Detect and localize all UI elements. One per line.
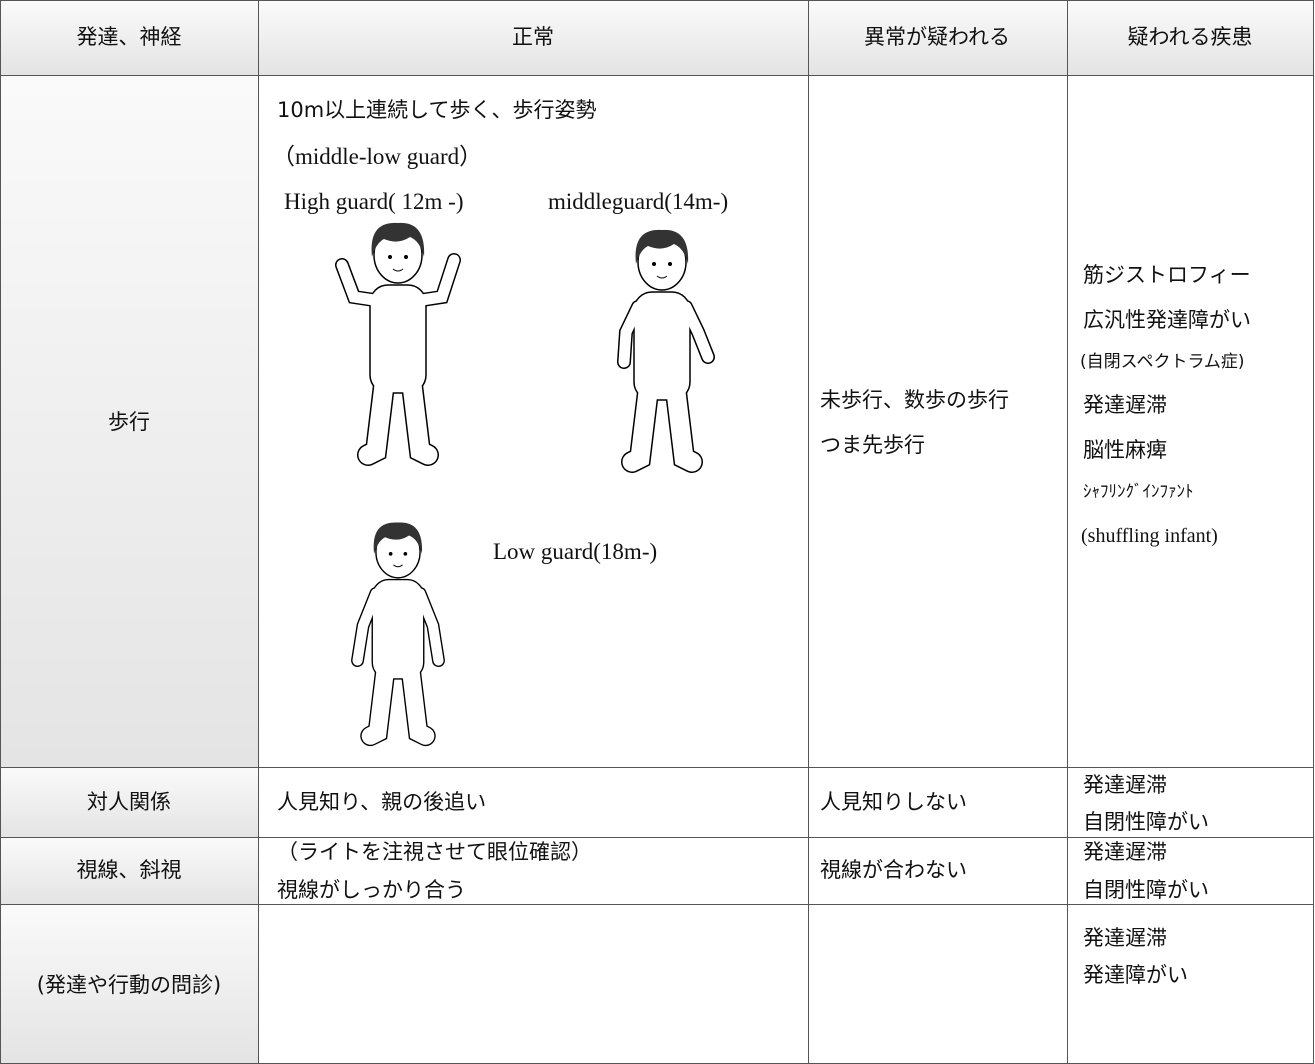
normal-text: 視線がしっかり合う (277, 878, 466, 902)
normal-text: （middle-low guard） (272, 144, 483, 169)
disease-text: 広汎性発達障がい (1083, 308, 1251, 332)
figure-label: High guard( 12m -) (284, 189, 464, 214)
figure-low-guard (358, 521, 439, 736)
disease-text: ｼｬﾌﾘﾝｸﾞｲﾝﾌｧﾝﾄ (1083, 482, 1194, 502)
item-cell (0, 904, 259, 1064)
normal-text: （ライトを注視させて眼位確認） (277, 840, 592, 864)
disease-text: 脳性麻痺 (1083, 438, 1167, 462)
header-cell (258, 0, 809, 76)
disease-text: 発達遅滞 (1083, 773, 1167, 797)
abnormal-text: つま先歩行 (820, 433, 925, 457)
figure-high-guard (342, 222, 454, 455)
item-text: 対人関係 (87, 790, 171, 814)
normal-text: 10m以上連続して歩く、歩行姿勢 (277, 98, 597, 122)
item-cell (0, 75, 259, 768)
disease-text: 自閉性障がい (1083, 878, 1209, 902)
figure-label: Low guard(18m-) (493, 539, 658, 564)
abnormal-text: 視線が合わない (820, 858, 967, 882)
abnormal-text: 人見知りしない (820, 790, 967, 814)
disease-text: 発達遅滞 (1083, 840, 1167, 864)
header-cell (0, 0, 259, 76)
disease-text: 発達遅滞 (1083, 926, 1167, 950)
figure-label: middleguard(14m-) (548, 189, 729, 214)
item-text: 視線、斜視 (76, 858, 182, 882)
disease-text: (自閉スペクトラム症) (1080, 352, 1245, 372)
item-text: 歩行 (108, 410, 150, 434)
figure-middle-guard (624, 229, 708, 462)
disease-text: 筋ジストロフィー (1083, 263, 1251, 287)
header-text: 異常が疑われる (864, 25, 1010, 49)
header-text: 正常 (512, 25, 554, 49)
item-cell (0, 767, 259, 838)
disease-text: (shuffling infant) (1081, 525, 1218, 547)
abnormal-text: 未歩行、数歩の歩行 (820, 388, 1009, 412)
disease-text: 発達障がい (1083, 963, 1188, 987)
normal-text: 人見知り、親の後追い (277, 790, 487, 814)
disease-text: 自閉性障がい (1083, 810, 1209, 834)
item-text: (発達や行動の問診) (36, 973, 222, 997)
disease-text: 発達遅滞 (1083, 393, 1167, 417)
header-text: 疑われる疾患 (1127, 25, 1253, 49)
header-text: 発達、神経 (76, 25, 182, 49)
header-cell (1067, 0, 1314, 76)
